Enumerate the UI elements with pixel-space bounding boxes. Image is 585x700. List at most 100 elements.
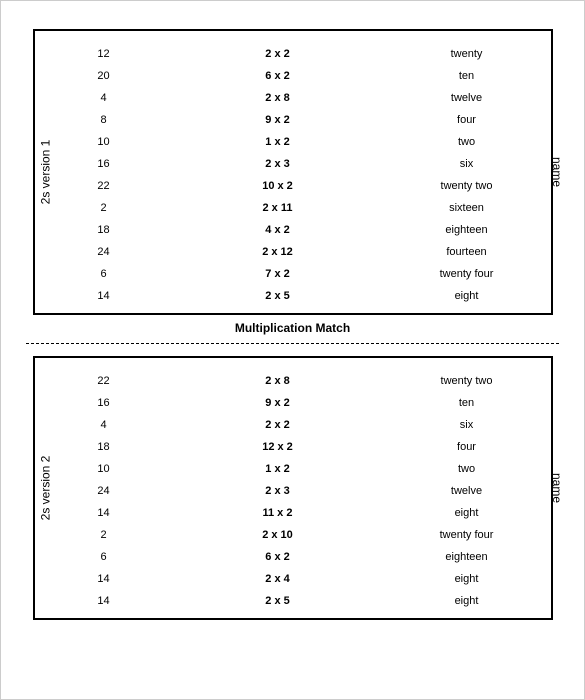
- number-cell: 24: [49, 246, 159, 258]
- problem-cell: 2 x 5: [159, 595, 397, 607]
- table-row: 22 x 10twenty four: [49, 524, 537, 546]
- word-cell: twenty four: [397, 529, 537, 541]
- cut-line: [26, 343, 559, 344]
- number-cell: 10: [49, 463, 159, 475]
- problem-cell: 2 x 2: [159, 48, 397, 60]
- table-row: 169 x 2ten: [49, 392, 537, 414]
- word-cell: four: [397, 114, 537, 126]
- card-2: 2s version 2name222 x 8twenty two169 x 2…: [33, 356, 553, 620]
- number-cell: 14: [49, 573, 159, 585]
- word-cell: eighteen: [397, 224, 537, 236]
- worksheet-box: 122 x 2twenty206 x 2ten42 x 8twelve89 x …: [33, 29, 553, 315]
- problem-cell: 7 x 2: [159, 268, 397, 280]
- number-cell: 22: [49, 375, 159, 387]
- word-cell: eight: [397, 573, 537, 585]
- table-row: 184 x 2eighteen: [49, 219, 537, 241]
- problem-cell: 9 x 2: [159, 397, 397, 409]
- problem-cell: 6 x 2: [159, 70, 397, 82]
- word-cell: twenty two: [397, 375, 537, 387]
- word-cell: ten: [397, 397, 537, 409]
- number-cell: 4: [49, 419, 159, 431]
- name-label: name: [550, 473, 564, 503]
- word-cell: eight: [397, 290, 537, 302]
- word-cell: twenty two: [397, 180, 537, 192]
- table-row: 101 x 2two: [49, 131, 537, 153]
- problem-cell: 11 x 2: [159, 507, 397, 519]
- number-cell: 14: [49, 290, 159, 302]
- table-row: 22 x 11sixteen: [49, 197, 537, 219]
- word-cell: ten: [397, 70, 537, 82]
- table-row: 42 x 8twelve: [49, 87, 537, 109]
- table-row: 142 x 5eight: [49, 590, 537, 612]
- table-row: 242 x 12fourteen: [49, 241, 537, 263]
- problem-cell: 12 x 2: [159, 441, 397, 453]
- table-row: 101 x 2two: [49, 458, 537, 480]
- number-cell: 22: [49, 180, 159, 192]
- problem-cell: 10 x 2: [159, 180, 397, 192]
- table-row: 2210 x 2twenty two: [49, 175, 537, 197]
- word-cell: eighteen: [397, 551, 537, 563]
- number-cell: 14: [49, 507, 159, 519]
- word-cell: six: [397, 419, 537, 431]
- word-cell: four: [397, 441, 537, 453]
- problem-cell: 2 x 11: [159, 202, 397, 214]
- word-cell: two: [397, 136, 537, 148]
- table-row: 89 x 2four: [49, 109, 537, 131]
- table-row: 66 x 2eighteen: [49, 546, 537, 568]
- number-cell: 20: [49, 70, 159, 82]
- card-1: 2s version 1name122 x 2twenty206 x 2ten4…: [33, 29, 553, 315]
- number-cell: 4: [49, 92, 159, 104]
- table-row: 1411 x 2eight: [49, 502, 537, 524]
- word-cell: two: [397, 463, 537, 475]
- table-row: 162 x 3six: [49, 153, 537, 175]
- table-row: 42 x 2six: [49, 414, 537, 436]
- problem-cell: 1 x 2: [159, 463, 397, 475]
- number-cell: 16: [49, 158, 159, 170]
- word-cell: eight: [397, 595, 537, 607]
- word-cell: twenty four: [397, 268, 537, 280]
- word-cell: twelve: [397, 92, 537, 104]
- problem-cell: 2 x 3: [159, 485, 397, 497]
- name-label: name: [550, 157, 564, 187]
- number-cell: 12: [49, 48, 159, 60]
- number-cell: 8: [49, 114, 159, 126]
- number-cell: 6: [49, 268, 159, 280]
- table-row: 67 x 2twenty four: [49, 263, 537, 285]
- number-cell: 6: [49, 551, 159, 563]
- table-row: 222 x 8twenty two: [49, 370, 537, 392]
- word-cell: sixteen: [397, 202, 537, 214]
- problem-cell: 2 x 3: [159, 158, 397, 170]
- number-cell: 18: [49, 224, 159, 236]
- problem-cell: 6 x 2: [159, 551, 397, 563]
- number-cell: 24: [49, 485, 159, 497]
- worksheet-box: 222 x 8twenty two169 x 2ten42 x 2six1812…: [33, 356, 553, 620]
- problem-cell: 2 x 4: [159, 573, 397, 585]
- word-cell: twelve: [397, 485, 537, 497]
- word-cell: fourteen: [397, 246, 537, 258]
- table-row: 122 x 2twenty: [49, 43, 537, 65]
- problem-cell: 2 x 5: [159, 290, 397, 302]
- table-row: 206 x 2ten: [49, 65, 537, 87]
- table-row: 142 x 5eight: [49, 285, 537, 307]
- word-cell: eight: [397, 507, 537, 519]
- problem-cell: 9 x 2: [159, 114, 397, 126]
- problem-cell: 2 x 10: [159, 529, 397, 541]
- word-cell: six: [397, 158, 537, 170]
- number-cell: 10: [49, 136, 159, 148]
- problem-cell: 2 x 8: [159, 92, 397, 104]
- number-cell: 2: [49, 202, 159, 214]
- word-cell: twenty: [397, 48, 537, 60]
- page-title: Multiplication Match: [26, 321, 559, 335]
- problem-cell: 1 x 2: [159, 136, 397, 148]
- number-cell: 14: [49, 595, 159, 607]
- problem-cell: 2 x 8: [159, 375, 397, 387]
- problem-cell: 4 x 2: [159, 224, 397, 236]
- table-row: 242 x 3twelve: [49, 480, 537, 502]
- table-row: 1812 x 2four: [49, 436, 537, 458]
- number-cell: 18: [49, 441, 159, 453]
- number-cell: 2: [49, 529, 159, 541]
- table-row: 142 x 4eight: [49, 568, 537, 590]
- problem-cell: 2 x 2: [159, 419, 397, 431]
- number-cell: 16: [49, 397, 159, 409]
- problem-cell: 2 x 12: [159, 246, 397, 258]
